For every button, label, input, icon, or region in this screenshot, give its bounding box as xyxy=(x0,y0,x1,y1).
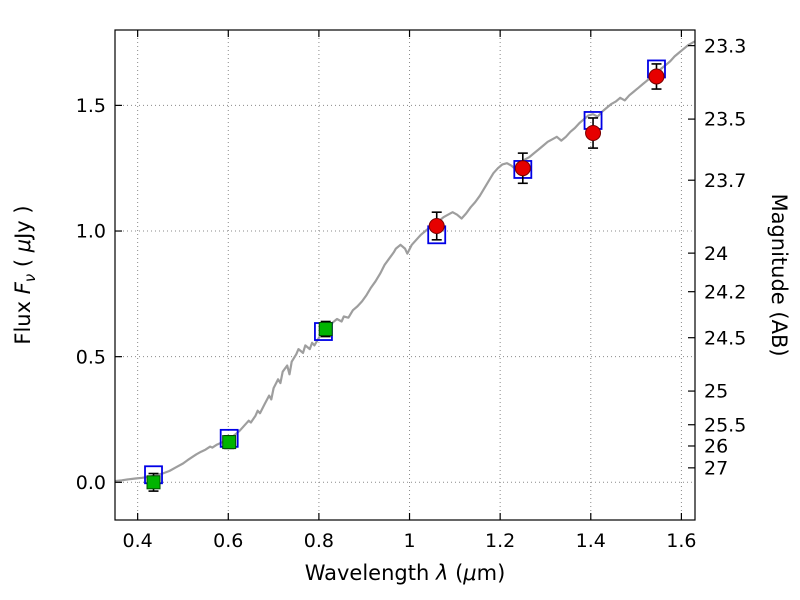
y-left-tick-label: 0.0 xyxy=(76,472,106,494)
plot-border xyxy=(114,29,696,521)
y-right-tick-label: 24.2 xyxy=(704,281,746,303)
marker-filled-square xyxy=(146,475,161,490)
y-left-axis-label: Flux Fν ( μJy ) xyxy=(11,205,39,344)
marker-filled-square xyxy=(222,435,237,450)
y-right-tick-label: 23.5 xyxy=(704,109,746,131)
axis-ticks xyxy=(115,30,695,520)
y-left-tick-label: 1.5 xyxy=(76,95,106,117)
x-tick-label: 1.2 xyxy=(485,530,515,552)
x-tick-label: 1.6 xyxy=(666,530,696,552)
y-right-tick-label: 25 xyxy=(704,381,728,403)
marker-filled-circle xyxy=(585,125,602,142)
y-left-tick-label: 1.0 xyxy=(76,221,106,243)
y-right-axis-label: Magnitude (AB) xyxy=(767,193,791,356)
y-right-tick-label: 24.5 xyxy=(704,327,746,349)
plot-area xyxy=(115,30,695,520)
x-tick-label: 1.4 xyxy=(576,530,606,552)
y-right-tick-label: 23.7 xyxy=(704,170,746,192)
marker-filled-circle xyxy=(514,160,531,177)
y-left-tick-label: 0.5 xyxy=(76,346,106,368)
y-right-tick-label: 23.3 xyxy=(704,35,746,57)
model-spectrum-line xyxy=(114,40,696,483)
marker-filled-square xyxy=(318,322,333,337)
series-model-spectrum xyxy=(114,40,696,483)
marker-filled-circle xyxy=(428,218,445,234)
x-tick-label: 0.4 xyxy=(123,530,153,552)
y-right-tick-label: 25.5 xyxy=(704,414,746,436)
y-right-tick-label: 26 xyxy=(704,436,728,458)
x-tick-label: 1 xyxy=(403,530,415,552)
y-right-tick-label: 27 xyxy=(704,457,728,479)
series-observed-photometry-optical xyxy=(146,320,333,492)
y-right-tick-label: 24 xyxy=(704,243,728,265)
tick-labels: 0.4 0.6 0.8 1 1.2 1.4 1.6 0.0 0.5 1.0 1.5 23.3 23.5 2… xyxy=(76,35,747,552)
series-observed-photometry-infrared xyxy=(428,63,665,241)
x-axis-label: Wavelength λ (μm) xyxy=(305,561,506,585)
x-tick-label: 0.8 xyxy=(304,530,334,552)
marker-filled-circle xyxy=(648,68,665,85)
x-tick-label: 0.6 xyxy=(213,530,243,552)
